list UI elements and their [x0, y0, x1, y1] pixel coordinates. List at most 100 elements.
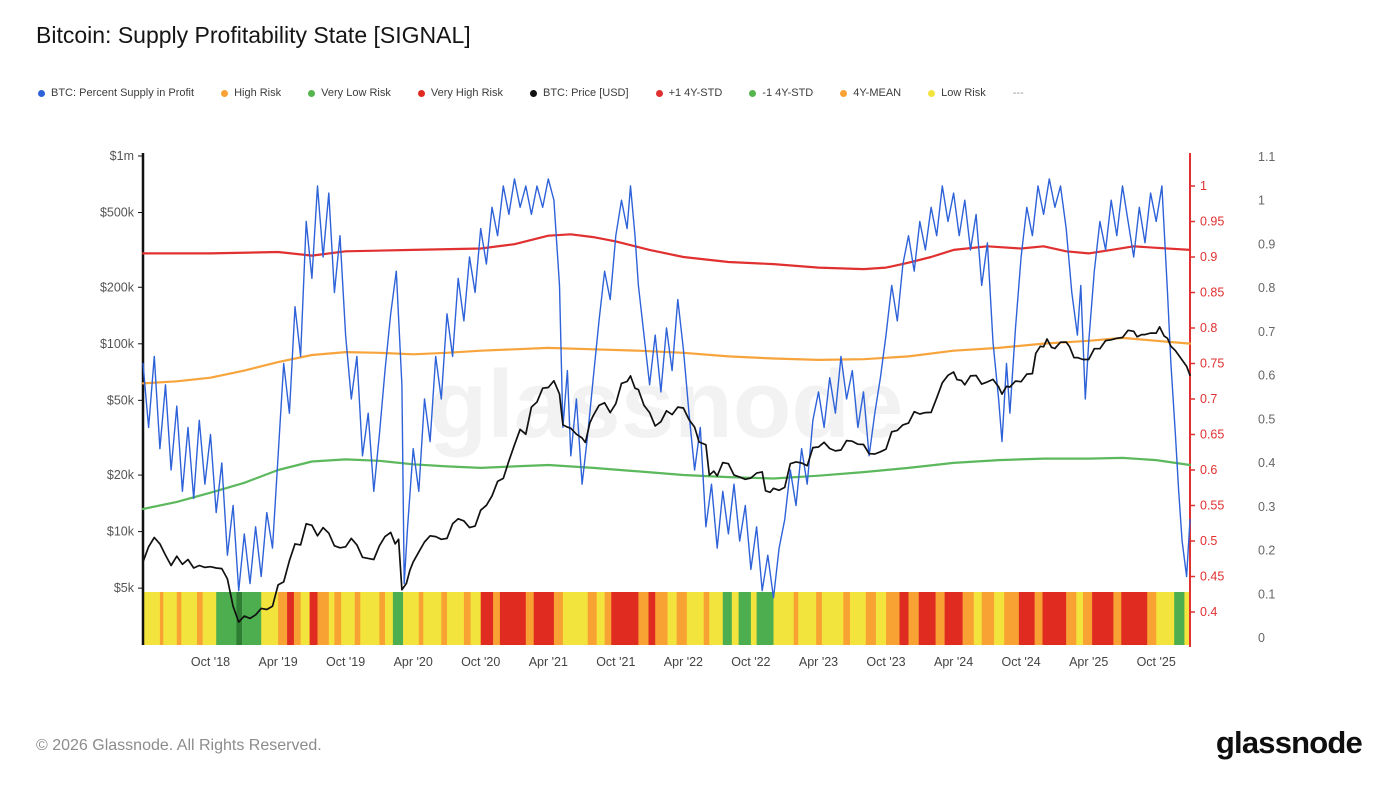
- legend-dot-icon: [529, 89, 537, 97]
- risk-band-segment: [875, 592, 887, 645]
- page-title: Bitcoin: Supply Profitability State [SIG…: [36, 22, 471, 48]
- chart-area: glassnode $1m $500k $200k $100k $50k $20k $10k $…: [0, 115, 1400, 685]
- x-axis-tick-label: Oct '23: [866, 655, 905, 669]
- risk-band-segment: [463, 592, 471, 645]
- legend-item-btc-percent-supply-in-profit[interactable]: BTC: Percent Supply in Profit: [38, 87, 194, 99]
- legend-item-low-risk[interactable]: Low Risk: [928, 87, 986, 99]
- risk-band-segment: [865, 592, 877, 645]
- legend-item-plus-1-4y-std[interactable]: +1 4Y-STD: [655, 87, 722, 99]
- risk-band-segment: [480, 592, 494, 645]
- risk-band-segment: [638, 592, 649, 645]
- left-axis-tick-label: $1m: [110, 149, 134, 163]
- risk-band-segment: [676, 592, 687, 645]
- risk-band-segment: [1184, 592, 1191, 645]
- risk-band-segment: [1018, 592, 1035, 645]
- risk-band-segment: [392, 592, 404, 645]
- right-axis-primary-tick-label: 0.8: [1200, 321, 1217, 335]
- risk-band-segment: [143, 592, 161, 645]
- risk-band-segment: [293, 592, 301, 645]
- x-axis-tick-label: Apr '20: [394, 655, 433, 669]
- legend: BTC: Percent Supply in Profit High Risk Ve…: [38, 87, 1051, 99]
- risk-band-segment: [850, 592, 867, 645]
- legend-label: BTC: Price [USD]: [542, 87, 629, 99]
- risk-band-segment: [1076, 592, 1084, 645]
- risk-band-segment: [202, 592, 217, 645]
- legend-label: ---: [1012, 87, 1024, 99]
- risk-band-segment: [962, 592, 975, 645]
- right-axis-secondary-tick-label: 0.8: [1258, 281, 1275, 295]
- x-axis-tick-label: Oct '24: [1001, 655, 1040, 669]
- risk-band-segment: [216, 592, 237, 645]
- risk-band-segment: [1156, 592, 1175, 645]
- risk-band-segment: [981, 592, 995, 645]
- series-minus-1-4y-std: [141, 456, 1192, 511]
- left-axis-tick-label: $100k: [100, 337, 135, 351]
- risk-band-segment: [300, 592, 310, 645]
- risk-band-segment: [317, 592, 330, 645]
- risk-band-segment: [816, 592, 823, 645]
- legend-item-4y-mean[interactable]: 4Y-MEAN: [840, 87, 901, 99]
- legend-label: BTC: Percent Supply in Profit: [51, 87, 195, 99]
- legend-label: Very High Risk: [430, 87, 503, 99]
- risk-band-segment: [236, 592, 243, 645]
- right-axis-secondary-tick-label: 0.2: [1258, 544, 1275, 558]
- legend-item-high-risk[interactable]: High Risk: [221, 87, 281, 99]
- risk-band-segment: [1083, 592, 1093, 645]
- x-axis-tick-label: Oct '18: [191, 655, 230, 669]
- risk-band-segment: [655, 592, 668, 645]
- right-axis-primary-tick-label: 1: [1200, 179, 1207, 193]
- legend-label: High Risk: [234, 87, 282, 99]
- right-axis-primary-tick-label: 0.55: [1200, 499, 1224, 513]
- risk-band-segment: [287, 592, 295, 645]
- right-axis-primary-tick-label: 0.6: [1200, 463, 1217, 477]
- legend-item-very-high-risk[interactable]: Very High Risk: [417, 87, 503, 99]
- x-axis-tick-label: Apr '19: [258, 655, 297, 669]
- series-4y-mean: [141, 336, 1192, 385]
- risk-band-segment: [1121, 592, 1148, 645]
- risk-band-segment: [899, 592, 909, 645]
- right-axis-secondary-tick-label: 0.4: [1258, 456, 1275, 470]
- risk-band-segment: [1092, 592, 1114, 645]
- right-axis-primary-tick-label: 0.65: [1200, 428, 1224, 442]
- risk-band-segment: [533, 592, 555, 645]
- risk-band-segment: [750, 592, 757, 645]
- risk-band-segment: [798, 592, 817, 645]
- risk-band-segment: [821, 592, 844, 645]
- risk-band-segment: [562, 592, 588, 645]
- risk-band-segment: [242, 592, 262, 645]
- risk-band-segment: [1034, 592, 1043, 645]
- legend-item-very-low-risk[interactable]: Very Low Risk: [308, 87, 391, 99]
- legend-dot-icon: [38, 89, 45, 97]
- x-axis-tick-label: Apr '25: [1069, 655, 1108, 669]
- left-axis-tick-label: $500k: [100, 206, 135, 220]
- risk-band-segment: [1042, 592, 1067, 645]
- right-axis-primary-tick-label: 0.85: [1200, 286, 1224, 300]
- legend-item-dashes[interactable]: ---: [1013, 87, 1024, 99]
- risk-band-segment: [403, 592, 420, 645]
- risk-band-segment: [1113, 592, 1122, 645]
- right-axis-secondary-tick-label: 0.3: [1258, 500, 1275, 514]
- risk-band-segment: [1004, 592, 1020, 645]
- left-axis-tick-label: $200k: [100, 280, 135, 294]
- risk-band-segment: [709, 592, 724, 645]
- risk-band-segment: [994, 592, 1005, 645]
- risk-band-segment: [773, 592, 795, 645]
- legend-label: Low Risk: [941, 87, 986, 99]
- right-axis-secondary-tick-label: 0.6: [1258, 369, 1275, 383]
- legend-item-btc-price-usd[interactable]: BTC: Price [USD]: [529, 87, 629, 99]
- left-axis-tick-label: $5k: [114, 581, 135, 595]
- risk-band-segment: [1147, 592, 1157, 645]
- x-axis-tick-label: Oct '20: [461, 655, 500, 669]
- risk-band-segment: [596, 592, 605, 645]
- right-axis-secondary-tick-label: 0.9: [1258, 237, 1275, 251]
- legend-item-minus-1-4y-std[interactable]: -1 4Y-STD: [749, 87, 813, 99]
- risk-band-segment: [973, 592, 982, 645]
- risk-band-segment: [360, 592, 380, 645]
- right-axis-primary-tick-label: 0.75: [1200, 357, 1224, 371]
- glassnode-logo: glassnode: [1215, 725, 1363, 760]
- risk-band-segment: [499, 592, 527, 645]
- risk-band-segment: [341, 592, 355, 645]
- right-axis-primary-tick-label: 0.4: [1200, 605, 1217, 619]
- risk-band-segment: [918, 592, 936, 645]
